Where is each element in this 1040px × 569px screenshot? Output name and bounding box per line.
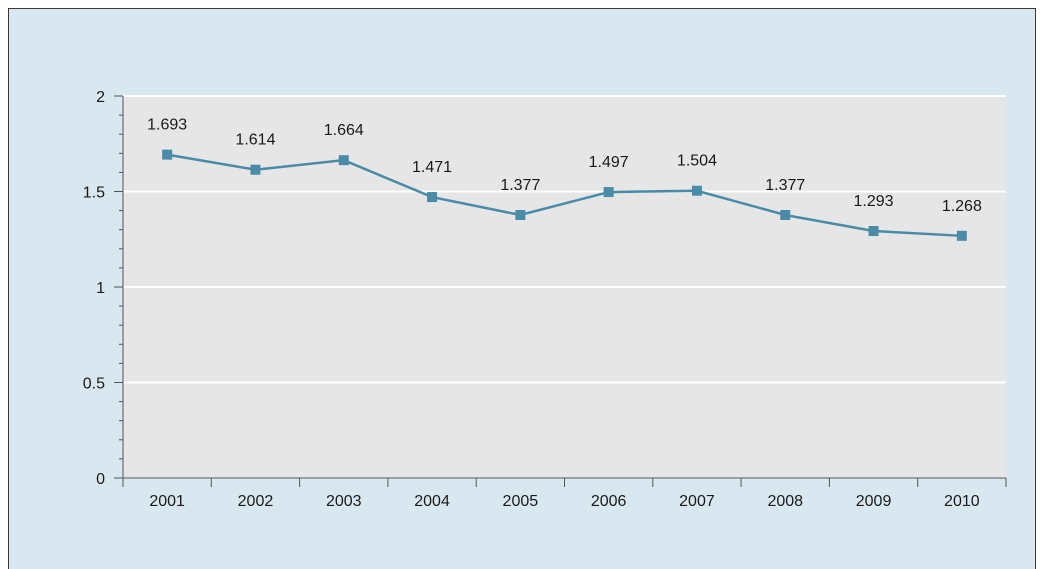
data-labels: 1.693 1.614 1.664 1.471 1.377 1.497 1.504 1.377…: [147, 117, 982, 215]
data-point-2002: [250, 164, 261, 175]
data-label-2001: 1.693: [147, 117, 187, 134]
gridlines: [123, 95, 1006, 384]
series-line: [166, 153, 962, 238]
data-point-2006: [603, 187, 614, 198]
data-label-2006: 1.497: [589, 154, 629, 171]
series-layer: [162, 149, 967, 241]
tick-labels: 0 0.5 1 1.5 2 2001 2002 2003 2004 2005 2006 2007 200…: [83, 89, 980, 510]
x-tick-label-2008: 2008: [767, 493, 803, 510]
data-point-2005: [515, 209, 526, 220]
data-label-2004: 1.471: [412, 159, 452, 176]
data-label-2010: 1.268: [942, 198, 982, 215]
data-label-2009: 1.293: [854, 193, 894, 210]
x-tick-label-2006: 2006: [591, 493, 627, 510]
data-point-2010: [956, 230, 967, 241]
data-point-2007: [691, 185, 702, 196]
x-tick-label-2007: 2007: [679, 493, 715, 510]
data-label-2007: 1.504: [677, 153, 717, 170]
y-tick-label-3: 1.5: [83, 185, 105, 202]
data-label-2003: 1.664: [324, 122, 364, 139]
data-label-2005: 1.377: [500, 177, 540, 194]
x-tick-label-2009: 2009: [856, 493, 892, 510]
data-label-2008: 1.377: [765, 177, 805, 194]
data-point-2001: [162, 149, 173, 160]
data-point-2004: [427, 192, 438, 203]
data-label-2002: 1.614: [235, 132, 275, 149]
data-point-2003: [338, 155, 349, 166]
x-tick-label-2003: 2003: [326, 493, 362, 510]
y-tick-label-4: 2: [96, 89, 105, 106]
y-tick-label-2: 1: [96, 280, 105, 297]
y-tick-label-1: 0.5: [83, 376, 105, 393]
x-tick-label-2004: 2004: [414, 493, 450, 510]
data-point-2009: [868, 226, 879, 237]
x-tick-label-2005: 2005: [503, 493, 539, 510]
data-point-2008: [780, 209, 791, 220]
x-tick-label-2010: 2010: [944, 493, 980, 510]
axes: [114, 95, 1007, 487]
x-tick-label-2002: 2002: [238, 493, 274, 510]
x-tick-label-2001: 2001: [149, 493, 185, 510]
y-tick-label-0: 0: [96, 471, 105, 488]
